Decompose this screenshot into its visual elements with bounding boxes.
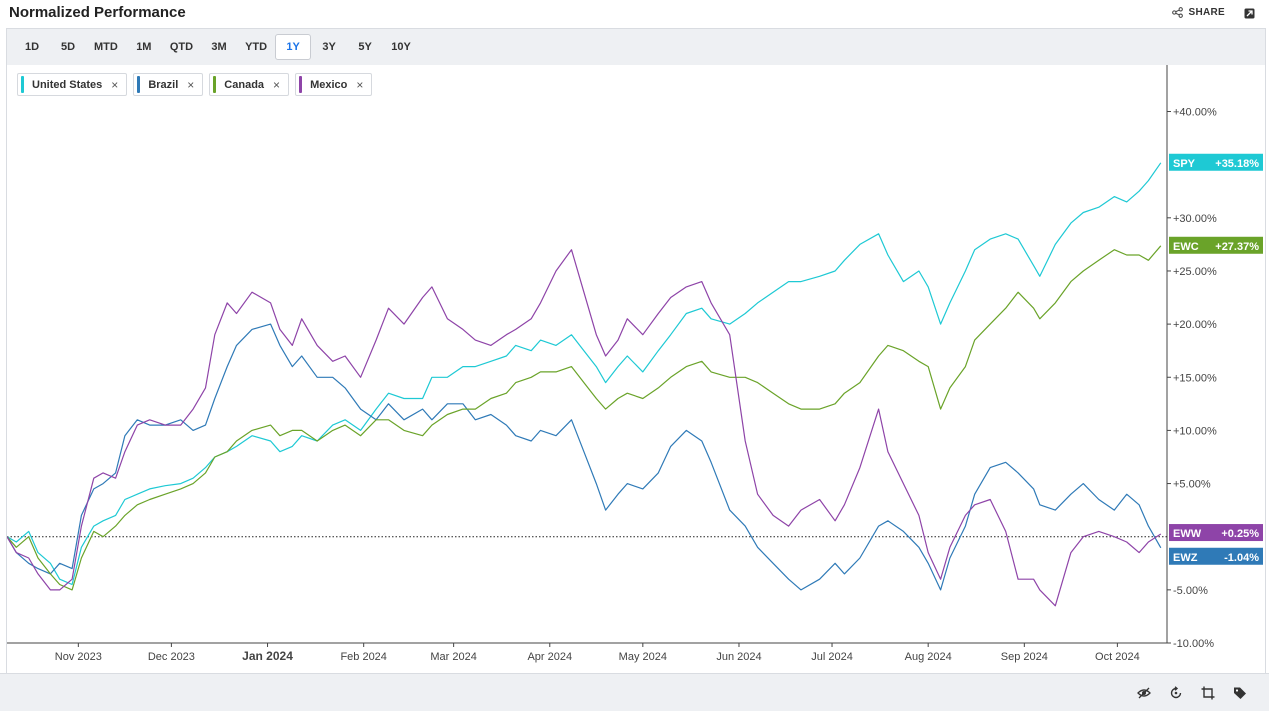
x-tick-label: Nov 2023	[55, 651, 102, 663]
y-tick-label: +15.00%	[1173, 372, 1217, 384]
y-tick-label: +40.00%	[1173, 107, 1217, 119]
end-label-ticker: EWZ	[1173, 552, 1198, 564]
legend: United States × Brazil × Canada × Mexico ×	[17, 73, 373, 96]
remove-series-icon[interactable]: ×	[187, 77, 195, 92]
end-label-ticker: SPY	[1173, 158, 1196, 170]
series-line-eww[interactable]	[7, 249, 1162, 607]
end-label-bg	[1169, 153, 1263, 171]
crop-icon[interactable]	[1201, 686, 1215, 700]
range-tab-3y[interactable]: 3Y	[322, 41, 336, 53]
chart-area: United States × Brazil × Canada × Mexico × +40.…	[6, 65, 1266, 673]
y-tick-label: +5.00%	[1173, 479, 1211, 491]
remove-series-icon[interactable]: ×	[273, 77, 281, 92]
range-tab-1d[interactable]: 1D	[24, 41, 40, 53]
range-tab-qtd[interactable]: QTD	[169, 41, 194, 53]
y-tick-label: -10.00%	[1173, 638, 1214, 650]
remove-series-icon[interactable]: ×	[356, 77, 364, 92]
x-tick-label: Jun 2024	[716, 651, 761, 663]
end-label-eww: EWW +0.25%	[1169, 524, 1263, 542]
title-bar: Normalized Performance SHARE	[0, 0, 1269, 27]
refresh-icon[interactable]	[1169, 686, 1183, 700]
range-tab-ytd[interactable]: YTD	[245, 41, 268, 53]
range-tab-5y[interactable]: 5Y	[358, 41, 372, 53]
range-tabs: 1D 5D MTD 1M QTD 3M YTD 1Y 3Y 5Y 10Y	[14, 34, 419, 60]
y-tick-label: +10.00%	[1173, 425, 1217, 437]
popout-icon[interactable]	[1244, 8, 1255, 19]
share-label: SHARE	[1188, 7, 1225, 18]
y-tick-label: +25.00%	[1173, 266, 1217, 278]
x-tick-label: Sep 2024	[1001, 651, 1048, 663]
x-tick-label: Aug 2024	[905, 651, 952, 663]
legend-chip-canada[interactable]: Canada ×	[209, 73, 290, 96]
share-button[interactable]: SHARE	[1172, 7, 1225, 18]
x-tick-label: Jul 2024	[811, 651, 853, 663]
y-tick-label: -5.00%	[1173, 585, 1208, 597]
legend-color-swatch	[213, 76, 217, 93]
series-line-ewz[interactable]	[7, 323, 1162, 591]
x-tick-label: Mar 2024	[430, 651, 476, 663]
performance-chart[interactable]: +40.00% +30.00% +25.00% +20.00% +15.00% +10.0…	[7, 65, 1265, 673]
end-label-ewc: EWC +27.37%	[1169, 236, 1263, 254]
x-tick-label: Apr 2024	[527, 651, 572, 663]
legend-label: Brazil	[148, 78, 179, 91]
range-tab-5d[interactable]: 5D	[60, 41, 76, 53]
series-line-spy[interactable]	[7, 162, 1162, 586]
legend-chip-united-states[interactable]: United States ×	[17, 73, 128, 96]
end-label-ticker: EWW	[1173, 528, 1202, 540]
range-tab-3m[interactable]: 3M	[211, 41, 227, 53]
end-label-value: +27.37%	[1215, 241, 1259, 253]
chart-footer	[0, 673, 1269, 711]
end-label-bg	[1169, 547, 1263, 565]
range-toolbar: 1D 5D MTD 1M QTD 3M YTD 1Y 3Y 5Y 10Y	[6, 28, 1266, 65]
range-tab-1m[interactable]: 1M	[136, 41, 152, 53]
legend-label: Canada	[224, 78, 265, 91]
range-tab-10y[interactable]: 10Y	[391, 41, 411, 53]
share-icon	[1172, 7, 1184, 18]
hide-icon[interactable]	[1137, 686, 1151, 700]
y-tick-label: +30.00%	[1173, 213, 1217, 225]
legend-chip-mexico[interactable]: Mexico ×	[295, 73, 373, 96]
range-tab-mtd[interactable]: MTD	[94, 41, 118, 53]
x-tick-label: Feb 2024	[340, 651, 386, 663]
legend-label: United States	[32, 78, 103, 91]
remove-series-icon[interactable]: ×	[111, 77, 119, 92]
range-tab-1y[interactable]: 1Y	[275, 34, 312, 60]
end-label-ticker: EWC	[1173, 241, 1199, 253]
end-label-value: +35.18%	[1215, 158, 1259, 170]
x-tick-label: Dec 2023	[148, 651, 195, 663]
end-label-spy: SPY +35.18%	[1169, 153, 1263, 171]
y-tick-label: +20.00%	[1173, 319, 1217, 331]
end-label-value: -1.04%	[1224, 552, 1259, 564]
widget-title: Normalized Performance	[9, 4, 186, 21]
end-label-bg	[1169, 236, 1263, 254]
end-label-ewz: EWZ -1.04%	[1169, 547, 1263, 565]
x-tick-label: May 2024	[619, 651, 667, 663]
end-label-value: +0.25%	[1221, 528, 1259, 540]
x-tick-label: Oct 2024	[1095, 651, 1140, 663]
legend-color-swatch	[21, 76, 24, 93]
end-label-bg	[1169, 524, 1263, 542]
tag-icon[interactable]	[1233, 686, 1247, 700]
series-line-ewc[interactable]	[7, 245, 1162, 591]
legend-chip-brazil[interactable]: Brazil ×	[133, 73, 204, 96]
legend-label: Mexico	[310, 78, 348, 91]
x-tick-label: Jan 2024	[242, 649, 293, 663]
legend-color-swatch	[137, 76, 141, 93]
legend-color-swatch	[299, 76, 303, 93]
